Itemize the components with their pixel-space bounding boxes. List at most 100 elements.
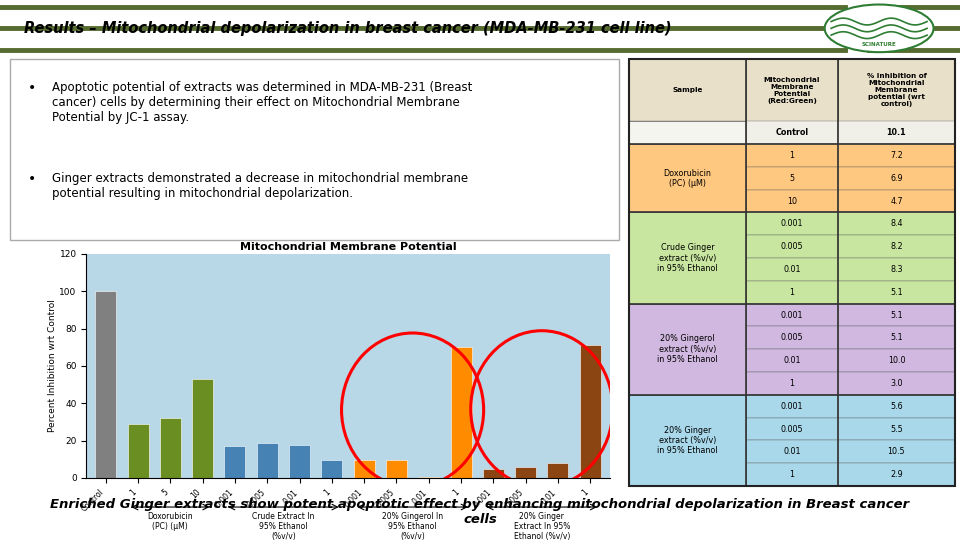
Bar — [629, 235, 746, 258]
Text: Sample: Sample — [672, 87, 703, 93]
Bar — [838, 235, 955, 258]
Bar — [838, 212, 955, 235]
Bar — [838, 167, 955, 190]
Text: 1: 1 — [789, 151, 795, 160]
Text: Control: Control — [776, 128, 808, 137]
Text: 0.005: 0.005 — [780, 242, 804, 251]
Text: 5.1: 5.1 — [890, 310, 902, 320]
Bar — [516, 467, 536, 478]
Bar — [289, 445, 310, 478]
Bar — [838, 349, 955, 372]
Text: •: • — [28, 81, 36, 95]
Bar — [746, 190, 838, 212]
Text: 8.4: 8.4 — [890, 219, 902, 228]
Bar — [746, 326, 838, 349]
Bar — [838, 463, 955, 486]
Text: 10.5: 10.5 — [888, 447, 905, 456]
Bar — [629, 190, 746, 212]
Bar — [746, 349, 838, 372]
Bar — [629, 326, 746, 349]
Bar — [629, 395, 746, 486]
Bar — [419, 477, 440, 478]
Text: 10.0: 10.0 — [888, 356, 905, 365]
Bar — [838, 441, 955, 463]
Bar — [629, 212, 746, 235]
Bar — [629, 59, 746, 122]
Text: Crude Ginger
extract (%v/v)
in 95% Ethanol: Crude Ginger extract (%v/v) in 95% Ethan… — [658, 243, 718, 273]
Text: 5: 5 — [789, 174, 795, 183]
Bar — [629, 417, 746, 441]
Bar — [160, 418, 180, 478]
Text: 7.2: 7.2 — [890, 151, 902, 160]
Bar — [322, 460, 343, 478]
Bar — [746, 281, 838, 303]
Text: •: • — [28, 172, 36, 186]
Text: 20% Ginger
Extract In 95%
Ethanol (%v/v): 20% Ginger Extract In 95% Ethanol (%v/v) — [514, 511, 570, 540]
Text: 2.9: 2.9 — [890, 470, 902, 479]
Bar — [629, 144, 746, 167]
Bar — [629, 281, 746, 303]
Text: Crude Extract In
95% Ethanol
(%v/v): Crude Extract In 95% Ethanol (%v/v) — [252, 511, 315, 540]
Text: 0.01: 0.01 — [783, 265, 801, 274]
Bar — [95, 291, 116, 478]
Bar — [838, 395, 955, 417]
Bar — [838, 417, 955, 441]
Text: Apoptotic potential of extracts was determined in MDA-MB-231 (Breast
cancer) cel: Apoptotic potential of extracts was dete… — [52, 81, 472, 124]
Bar — [629, 122, 746, 144]
Bar — [629, 463, 746, 486]
Bar — [746, 235, 838, 258]
Y-axis label: Percent Inhibition wrt Control: Percent Inhibition wrt Control — [48, 299, 57, 433]
Bar — [629, 372, 746, 395]
Circle shape — [825, 4, 933, 52]
Text: 10: 10 — [787, 197, 797, 206]
Bar — [629, 395, 746, 417]
Bar — [838, 326, 955, 349]
Bar — [838, 59, 955, 122]
Text: Doxorubicin
(PC) (μM): Doxorubicin (PC) (μM) — [663, 168, 711, 188]
Text: 0.001: 0.001 — [780, 219, 804, 228]
Text: Results – Mitochondrial depolarization in breast cancer (MDA-MB-231 cell line): Results – Mitochondrial depolarization i… — [24, 21, 671, 36]
Bar — [746, 463, 838, 486]
Bar — [629, 122, 746, 144]
Bar — [838, 144, 955, 167]
Bar — [746, 212, 838, 235]
Text: Doxorubicin
(PC) (μM): Doxorubicin (PC) (μM) — [148, 511, 193, 531]
Bar — [256, 443, 277, 478]
Text: 5.6: 5.6 — [890, 402, 902, 411]
Bar — [838, 303, 955, 326]
Text: 0.01: 0.01 — [783, 447, 801, 456]
Bar — [547, 463, 568, 478]
Text: Enriched Ginger extracts show potent apoptotic effect by enhancing mitochondrial: Enriched Ginger extracts show potent apo… — [51, 498, 909, 526]
Title: Mitochondrial Membrane Potential: Mitochondrial Membrane Potential — [240, 241, 456, 252]
Text: 1: 1 — [789, 288, 795, 297]
Bar — [838, 122, 955, 144]
Bar — [746, 258, 838, 281]
Bar — [746, 372, 838, 395]
Text: 1: 1 — [789, 379, 795, 388]
Bar — [746, 144, 838, 167]
Text: 0.005: 0.005 — [780, 424, 804, 434]
Text: 5.1: 5.1 — [890, 288, 902, 297]
Text: Ginger extracts demonstrated a decrease in mitochondrial membrane
potential resu: Ginger extracts demonstrated a decrease … — [52, 172, 468, 200]
Text: % Inhibition of
Mitochondrial
Membrane
potential (wrt
control): % Inhibition of Mitochondrial Membrane p… — [867, 73, 926, 107]
Text: Mitochondrial
Membrane
Potential
(Red:Green): Mitochondrial Membrane Potential (Red:Gr… — [764, 77, 820, 104]
Bar — [629, 349, 746, 372]
Text: 20% Gingerol In
95% Ethanol
(%v/v): 20% Gingerol In 95% Ethanol (%v/v) — [382, 511, 444, 540]
Bar — [629, 167, 746, 190]
Bar — [580, 345, 601, 478]
Bar — [838, 372, 955, 395]
Bar — [629, 212, 746, 303]
Text: 20% Gingerol
extract (%v/v)
in 95% Ethanol: 20% Gingerol extract (%v/v) in 95% Ethan… — [658, 334, 718, 364]
Text: 0.001: 0.001 — [780, 310, 804, 320]
Bar — [838, 281, 955, 303]
Text: 10.1: 10.1 — [887, 128, 906, 137]
Bar — [746, 303, 838, 326]
Bar — [746, 122, 838, 144]
Bar — [386, 460, 407, 478]
Bar — [746, 395, 838, 417]
Text: 0.005: 0.005 — [780, 333, 804, 342]
Bar — [746, 167, 838, 190]
Bar — [225, 446, 246, 478]
Bar — [629, 303, 746, 326]
Text: 8.2: 8.2 — [890, 242, 902, 251]
